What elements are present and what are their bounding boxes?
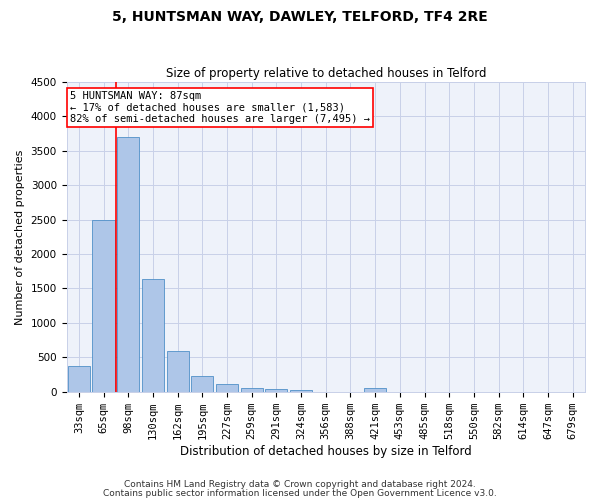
Y-axis label: Number of detached properties: Number of detached properties	[15, 149, 25, 324]
Bar	[216, 384, 238, 392]
Bar	[241, 388, 263, 392]
Bar	[68, 366, 90, 392]
Bar	[265, 389, 287, 392]
Text: 5, HUNTSMAN WAY, DAWLEY, TELFORD, TF4 2RE: 5, HUNTSMAN WAY, DAWLEY, TELFORD, TF4 2R…	[112, 10, 488, 24]
Title: Size of property relative to detached houses in Telford: Size of property relative to detached ho…	[166, 66, 486, 80]
Bar	[92, 220, 115, 392]
Bar	[191, 376, 214, 392]
Bar	[364, 388, 386, 392]
Bar	[142, 279, 164, 392]
X-axis label: Distribution of detached houses by size in Telford: Distribution of detached houses by size …	[180, 444, 472, 458]
Text: Contains public sector information licensed under the Open Government Licence v3: Contains public sector information licen…	[103, 488, 497, 498]
Bar	[290, 390, 312, 392]
Text: Contains HM Land Registry data © Crown copyright and database right 2024.: Contains HM Land Registry data © Crown c…	[124, 480, 476, 489]
Bar	[117, 137, 139, 392]
Bar	[167, 351, 189, 392]
Text: 5 HUNTSMAN WAY: 87sqm
← 17% of detached houses are smaller (1,583)
82% of semi-d: 5 HUNTSMAN WAY: 87sqm ← 17% of detached …	[70, 91, 370, 124]
